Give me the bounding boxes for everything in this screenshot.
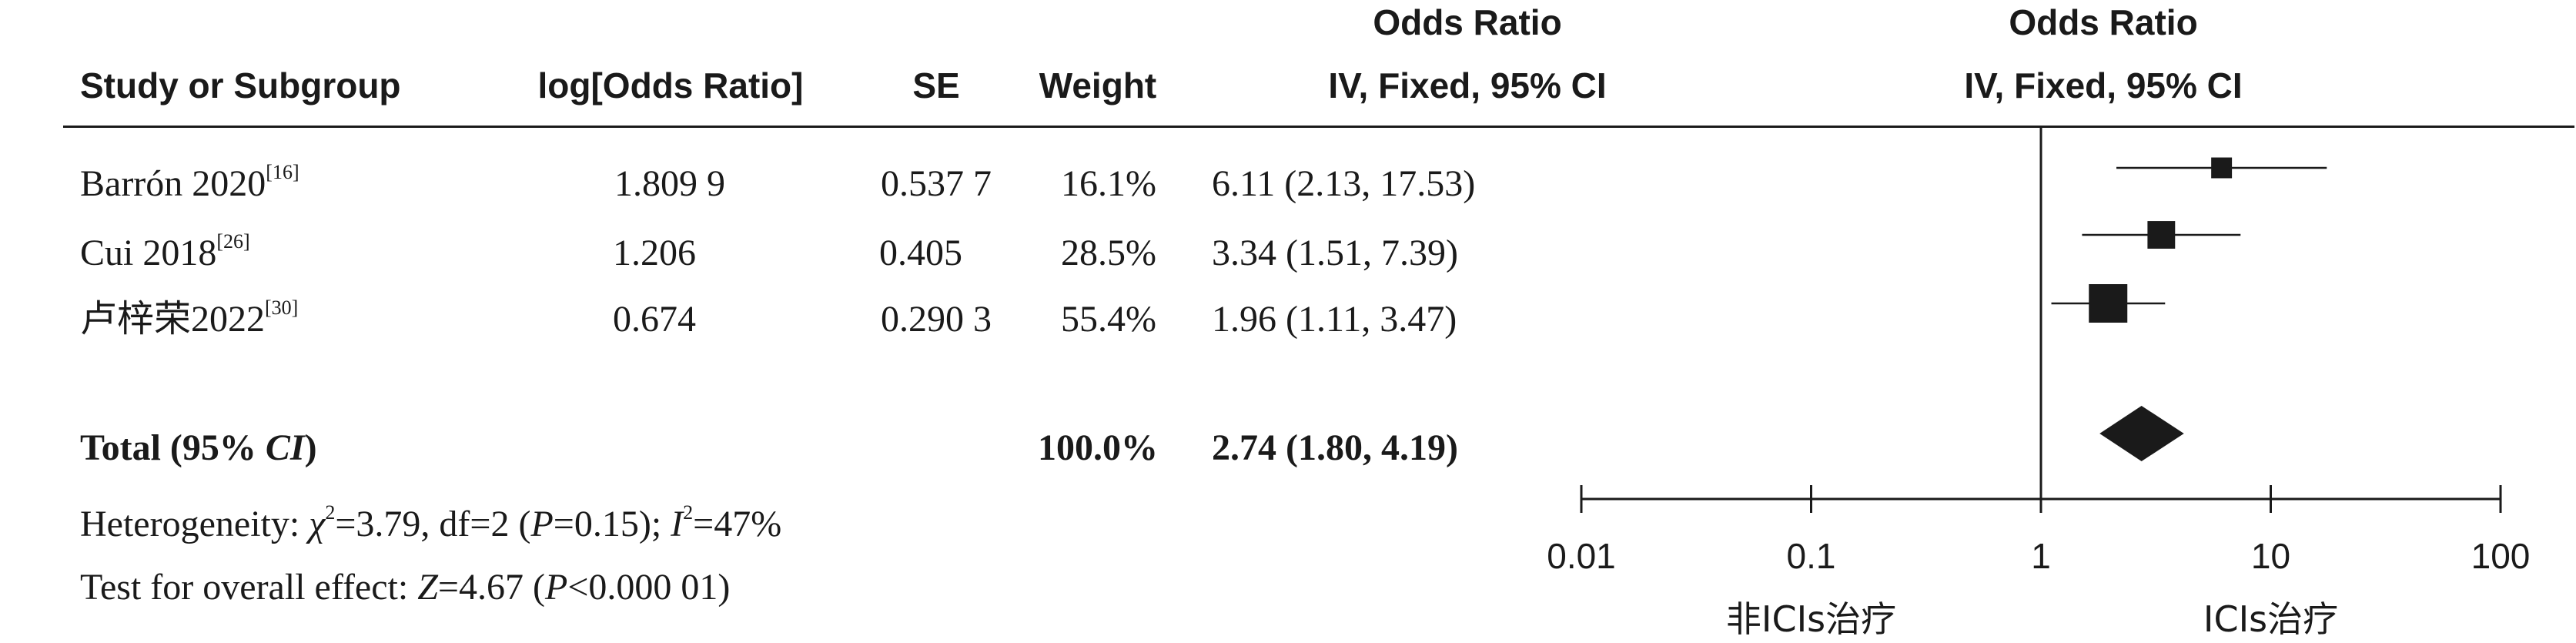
study-square [2147, 221, 2176, 249]
weight-value: 55.4% [1061, 299, 1156, 340]
study-name: 卢梓荣2022[30] [80, 296, 299, 340]
study-square [2211, 157, 2233, 179]
x-tick-label: 1 [2031, 536, 2051, 576]
favours-right-label: ICIs治疗 [2203, 598, 2338, 640]
total-label: Total (95% CI) [80, 427, 317, 468]
log-or-column-header: log[Odds Ratio] [537, 65, 804, 105]
or-ci-value: 1.96 (1.11, 3.47) [1212, 299, 1457, 340]
log-or-value: 1.809 9 [614, 163, 725, 204]
pooled-diamond [2099, 406, 2184, 461]
or-column-subheader: IV, Fixed, 95% CI [1328, 65, 1607, 105]
study-square [2089, 284, 2128, 323]
or-ci-value: 3.34 (1.51, 7.39) [1212, 233, 1458, 273]
se-value: 0.405 [879, 233, 962, 273]
plot-title: Odds Ratio [2009, 2, 2198, 42]
weight-column-header: Weight [1039, 65, 1157, 105]
heterogeneity-statistic: Heterogeneity: χ2=3.79, df=2 (P=0.15); I… [80, 501, 782, 545]
weight-value: 28.5% [1061, 233, 1156, 273]
x-tick-label: 0.1 [1787, 536, 1836, 576]
total-weight: 100.0% [1038, 427, 1158, 468]
x-tick-label: 0.01 [1547, 536, 1616, 576]
or-ci-value: 6.11 (2.13, 17.53) [1212, 163, 1476, 204]
study-name: Cui 2018[26] [80, 230, 250, 274]
overall-effect-test: Test for overall effect: Z=4.67 (P<0.000… [80, 567, 731, 608]
x-tick-label: 10 [2251, 536, 2290, 576]
se-column-header: SE [912, 65, 960, 105]
se-value: 0.537 7 [881, 163, 992, 204]
total-or-ci: 2.74 (1.80, 4.19) [1212, 427, 1458, 468]
weight-value: 16.1% [1061, 163, 1156, 204]
header-rule [63, 126, 2574, 128]
or-column-title: Odds Ratio [1373, 2, 1562, 42]
study-name: Barrón 2020[16] [80, 161, 299, 205]
x-tick-label: 100 [2471, 536, 2531, 576]
se-value: 0.290 3 [881, 299, 992, 340]
log-or-value: 1.206 [613, 233, 696, 273]
plot-subtitle: IV, Fixed, 95% CI [1964, 65, 2243, 105]
study-column-header: Study or Subgroup [80, 65, 401, 105]
favours-left-label: 非ICIs治疗 [1726, 598, 1896, 640]
log-or-value: 0.674 [613, 299, 696, 340]
